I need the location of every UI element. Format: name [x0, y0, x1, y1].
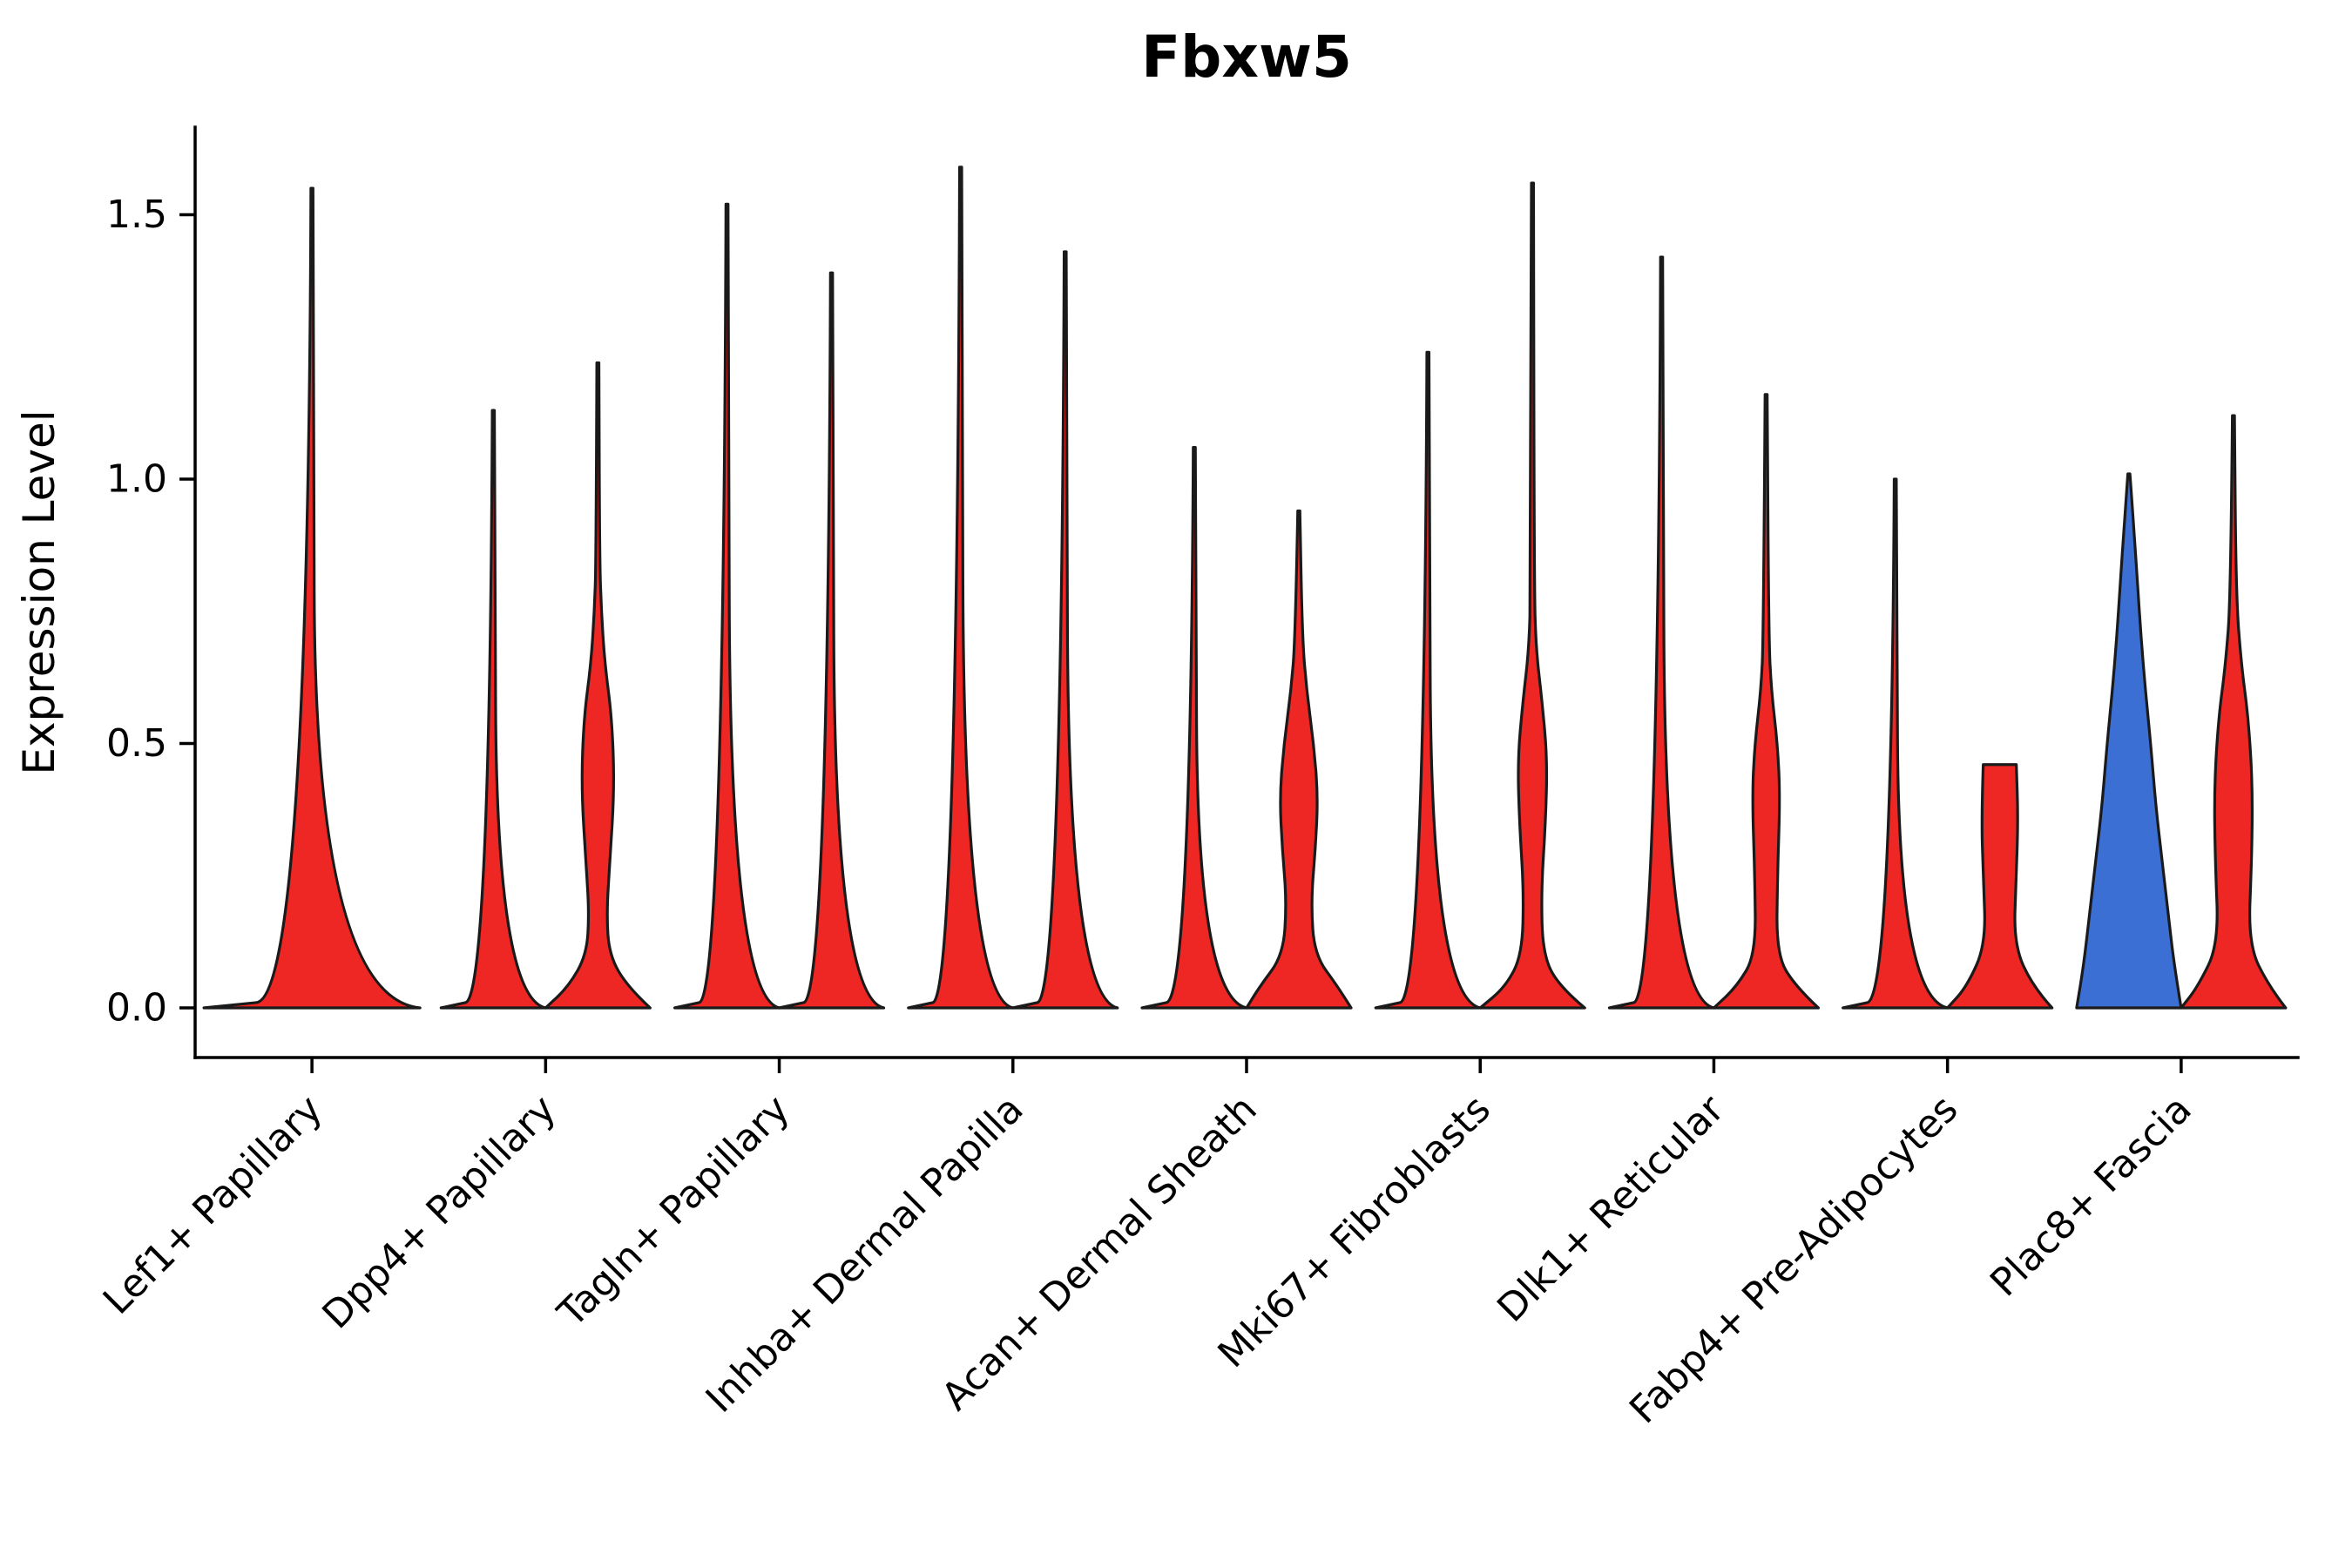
y-ticks-group: 0.0 0.5 1.0 1.5: [106, 193, 195, 1031]
axes-group: [193, 125, 2300, 1059]
violin-plac8-fascia-left: [2075, 472, 2183, 1010]
x-tick-label-dpp4-papillary: Dpp4+ Papillary: [314, 1087, 564, 1338]
violin-dpp4-papillary-right: [544, 361, 652, 1010]
violin-plac8-fascia-right: [2180, 414, 2288, 1010]
violin-tagln-papillary-left: [672, 202, 781, 1010]
violin-tagln-papillary-right: [777, 271, 886, 1010]
x-tick-label-dlk1-reticular: Dlk1+ Reticular: [1489, 1086, 1734, 1331]
x-tick-label-plac8-fascia: Plac8+ Fascia: [1982, 1087, 2200, 1306]
violin-dlk1-reticular-left: [1607, 255, 1716, 1010]
violin-dlk1-reticular-right: [1712, 393, 1821, 1010]
violin-inhba-dermal-papilla-right: [1011, 250, 1119, 1010]
x-tick-label-lef1-papillary: Lef1+ Papillary: [95, 1087, 331, 1323]
y-axis-label: Expression Level: [14, 409, 64, 774]
violin-mki67-fibroblasts-left: [1374, 350, 1482, 1010]
violin-acan-dermal-sheath-right: [1245, 509, 1353, 1010]
violin-mki67-fibroblasts-right: [1478, 181, 1586, 1010]
y-tick-label: 1.0: [106, 457, 167, 502]
violin-fabp4-pre-adipocytes-left: [1842, 477, 1950, 1010]
violin-acan-dermal-sheath-left: [1140, 445, 1248, 1010]
y-tick-label: 0.0: [106, 986, 167, 1031]
violin-inhba-dermal-papilla-left: [907, 166, 1015, 1010]
x-tick-label-tagln-papillary: Tagln+ Papillary: [549, 1087, 798, 1336]
violin-dpp4-papillary-left: [439, 409, 547, 1010]
violin-fabp4-pre-adipocytes-right: [1946, 763, 2054, 1010]
violin-lef1-papillary-single: [202, 186, 422, 1010]
violins-group: [202, 166, 2288, 1010]
chart-title: Fbxw5: [1141, 24, 1352, 91]
y-tick-label: 1.5: [106, 193, 167, 237]
y-tick-label: 0.5: [106, 721, 167, 766]
